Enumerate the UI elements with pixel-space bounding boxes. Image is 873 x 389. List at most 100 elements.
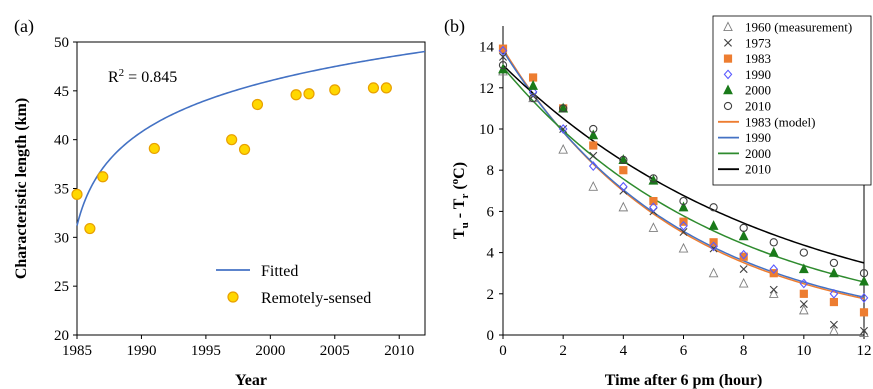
- legend-box-b: [712, 15, 872, 186]
- y-tick-label: 0: [487, 328, 495, 344]
- y-tick-label: 35: [54, 182, 69, 198]
- data-point-series-4: [588, 129, 599, 140]
- x-axis-label-a: Year: [235, 372, 267, 389]
- data-point-series-0: [678, 242, 689, 253]
- data-point-series-0: [558, 143, 568, 154]
- remotely-sensed-point: [148, 142, 160, 155]
- data-point-series-3: [558, 124, 568, 134]
- data-point-series-1: [679, 228, 688, 236]
- y-tick-label: 4: [487, 246, 495, 262]
- legend-label-4: 2000: [745, 83, 771, 98]
- data-point-series-5: [679, 196, 688, 206]
- panel-label-a: (a): [14, 16, 34, 37]
- y-tick-label: 8: [487, 163, 495, 179]
- legend-label-6: 1983 (model): [745, 114, 815, 129]
- x-tick-label: 1985: [62, 343, 92, 359]
- data-point-series-1: [829, 320, 838, 329]
- x-tick-label: 12: [857, 343, 872, 359]
- data-point-series-5: [559, 104, 568, 113]
- y-tick-label: 10: [479, 122, 494, 138]
- data-point-series-2: [498, 44, 508, 53]
- data-point-series-4: [738, 230, 749, 241]
- legend-label-5: 2010: [745, 99, 771, 114]
- legend-swatch-1: [724, 38, 732, 47]
- x-tick-label: 2005: [320, 343, 350, 359]
- data-point-series-0: [799, 304, 809, 315]
- data-point-series-0: [618, 201, 629, 212]
- remotely-sensed-point: [367, 82, 380, 94]
- y-tick-label: 2: [487, 287, 495, 303]
- data-point-series-2: [829, 297, 839, 307]
- legend-label-1: 1973: [745, 35, 771, 50]
- legend-label-8: 2000: [745, 146, 771, 161]
- data-point-series-2: [799, 289, 808, 298]
- panel-a-chart: (a) 1985 1990 1995 2000 2005 2010 20 25 30 35 40 45 5…: [13, 16, 426, 389]
- x-tick-label: 8: [740, 343, 748, 359]
- panel-label-b: (b): [444, 16, 465, 37]
- x-tick-label: 2: [559, 343, 567, 359]
- y-tick-label: 25: [54, 279, 69, 295]
- data-point-series-3: [709, 241, 718, 252]
- data-point-series-3: [799, 278, 809, 289]
- data-point-series-2: [589, 141, 598, 150]
- data-point-series-3: [528, 86, 538, 97]
- x-tick-label: 4: [620, 343, 628, 359]
- data-point-series-4: [528, 80, 538, 90]
- x-tick-label: 2000: [255, 343, 285, 359]
- y-tick-label: 50: [54, 35, 69, 51]
- y-tick-label: 45: [54, 84, 69, 100]
- legend-swatch-4: [723, 84, 733, 95]
- data-point-series-3: [619, 181, 628, 192]
- legend-label-2: 1983: [745, 51, 771, 66]
- x-tick-label: 1990: [126, 343, 156, 359]
- y-axis-label-a: Characteristic length (km): [13, 98, 30, 279]
- y-tick-label: 12: [479, 81, 494, 97]
- legend-label-7: 1990: [745, 130, 771, 145]
- data-point-series-1: [559, 125, 568, 133]
- remotely-sensed-point: [380, 82, 392, 94]
- data-point-series-5: [799, 248, 808, 257]
- data-point-series-1: [860, 326, 868, 335]
- data-point-series-0: [588, 181, 599, 191]
- data-point-series-0: [829, 325, 839, 335]
- remotely-sensed-point: [329, 84, 341, 96]
- data-point-series-4: [678, 201, 689, 212]
- data-point-series-4: [829, 267, 839, 278]
- remotely-sensed-point: [251, 98, 264, 111]
- data-point-series-4: [768, 246, 779, 257]
- data-point-series-5: [498, 60, 508, 70]
- y-tick-label: 14: [479, 40, 495, 56]
- x-axis-label-b: Time after 6 pm (hour): [605, 372, 763, 389]
- data-point-series-1: [589, 151, 598, 160]
- remotely-sensed-point: [290, 89, 302, 101]
- legend-remotely-sensed-label: Remotely-sensed: [261, 290, 371, 307]
- data-point-series-2: [619, 166, 628, 175]
- legend-fitted-label: Fitted: [261, 263, 298, 280]
- remotely-sensed-point: [84, 222, 96, 235]
- model-line-9: [502, 64, 865, 264]
- y-tick-label: 30: [54, 230, 69, 246]
- data-point-series-4: [859, 275, 869, 286]
- data-point-series-0: [648, 222, 659, 232]
- data-point-series-4: [648, 174, 659, 185]
- data-point-series-3: [859, 292, 869, 303]
- legend-label-9: 2010: [745, 162, 771, 177]
- remotely-sensed-point: [303, 88, 315, 100]
- data-point-series-5: [528, 93, 538, 103]
- data-point-series-5: [709, 203, 718, 212]
- x-tick-label: 0: [499, 343, 507, 359]
- data-point-series-5: [619, 155, 628, 165]
- data-point-series-3: [649, 202, 658, 213]
- remotely-sensed-point: [226, 134, 238, 146]
- legend-swatch-5: [723, 101, 733, 111]
- data-point-series-1: [499, 52, 507, 61]
- data-point-series-2: [528, 73, 538, 82]
- data-point-series-0: [768, 288, 779, 298]
- data-point-series-2: [649, 197, 658, 206]
- data-point-series-5: [859, 269, 869, 278]
- y-tick-label: 6: [487, 204, 495, 220]
- data-point-series-3: [498, 45, 508, 56]
- legend-label-3: 1990: [745, 67, 771, 82]
- y-axis-label-b: Tu - Tr (oC): [449, 162, 471, 239]
